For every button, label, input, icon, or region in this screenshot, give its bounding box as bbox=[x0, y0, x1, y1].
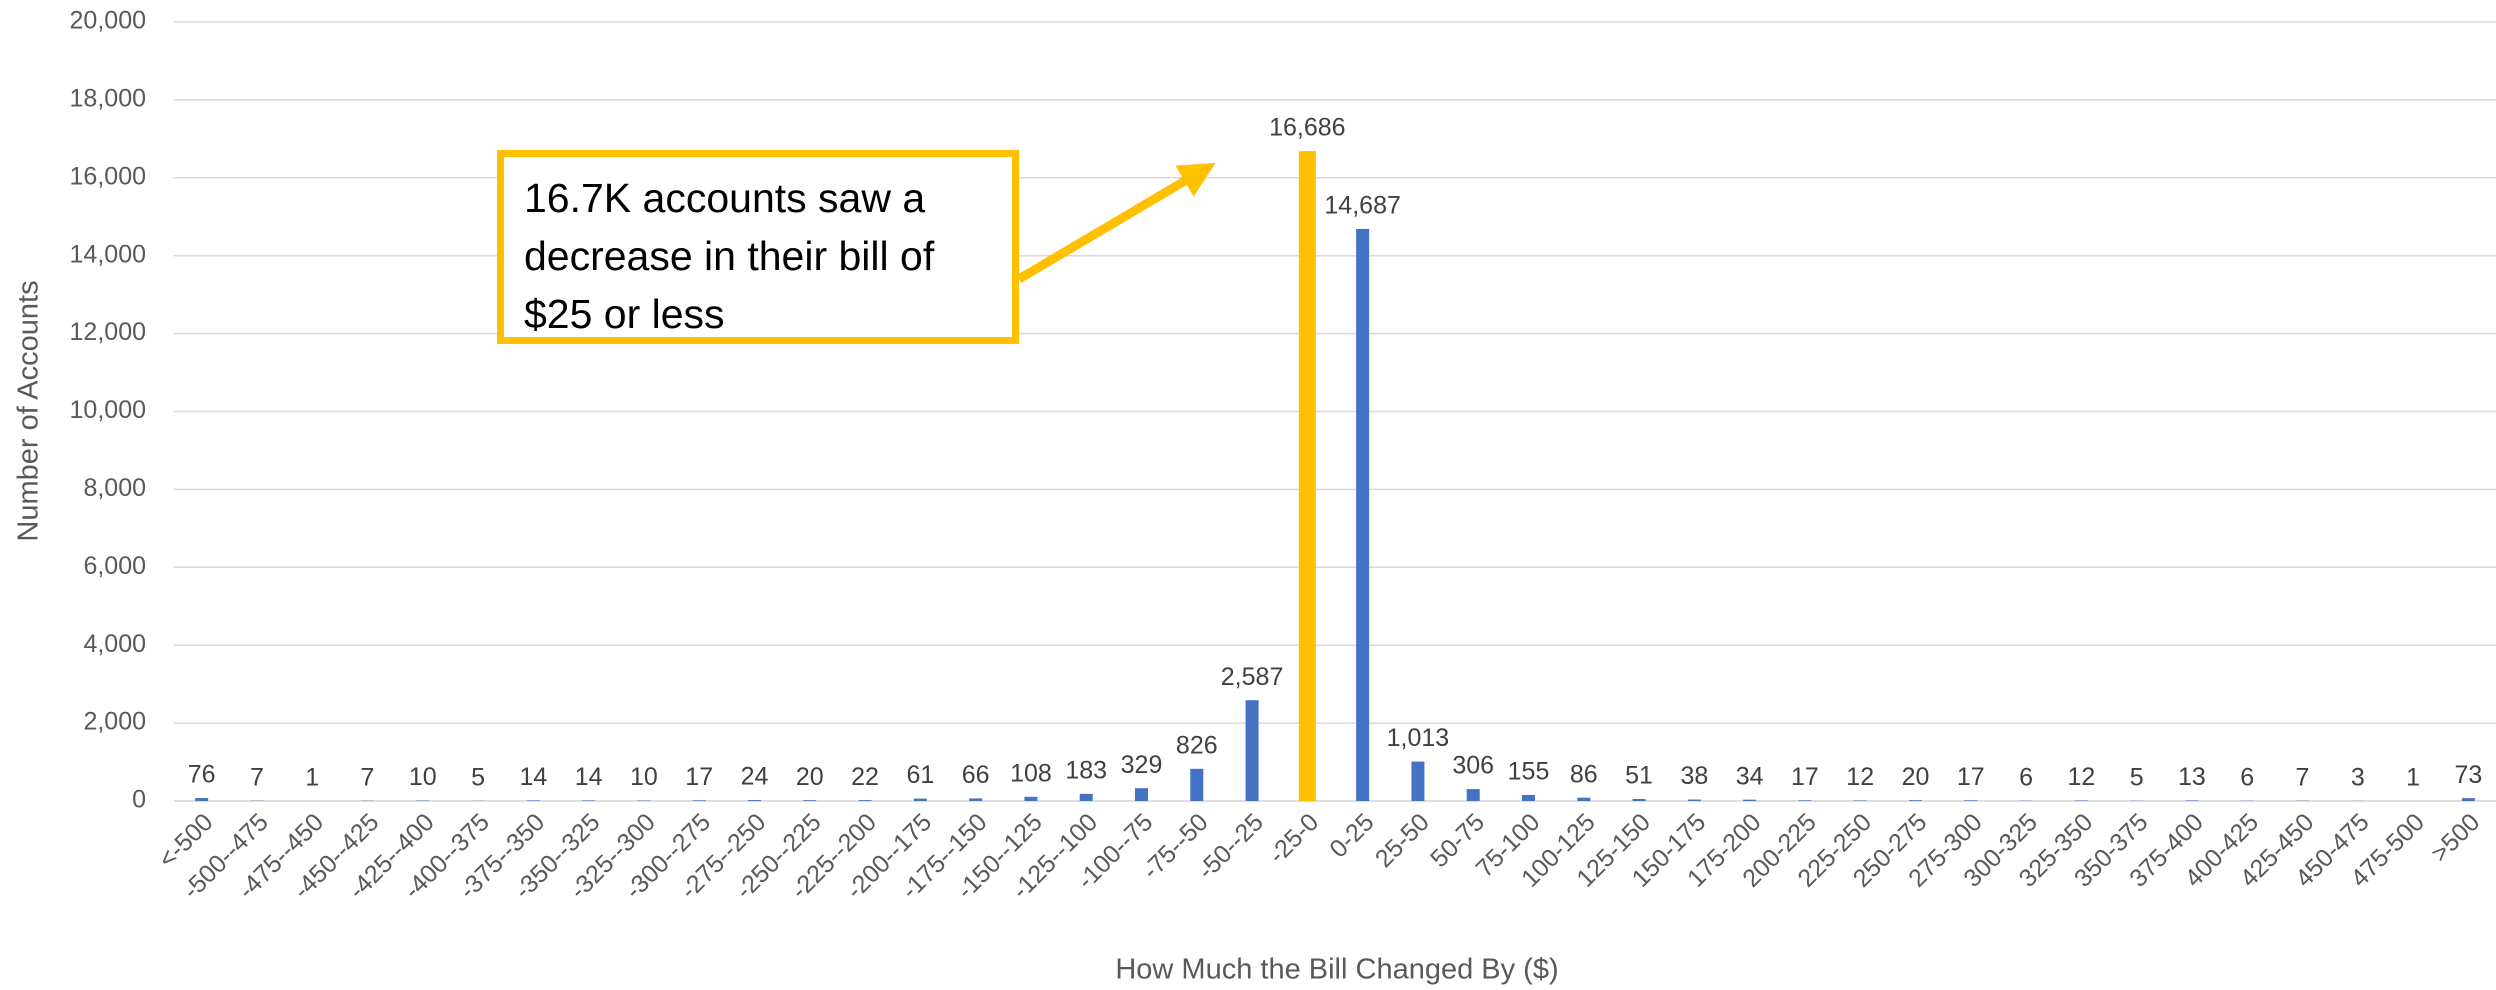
bar bbox=[195, 798, 209, 801]
annotation-arrow bbox=[1016, 162, 1216, 283]
y-tick-label: 16,000 bbox=[70, 162, 146, 190]
bar bbox=[803, 800, 817, 801]
data-label: 14 bbox=[575, 763, 603, 791]
x-tick-label: >500 bbox=[2426, 808, 2486, 868]
data-label: 16,686 bbox=[1269, 114, 1345, 142]
data-label: 10 bbox=[409, 763, 437, 791]
data-label: 38 bbox=[1680, 762, 1708, 790]
data-label: 66 bbox=[962, 761, 990, 789]
data-label: 17 bbox=[1957, 763, 1985, 791]
bar bbox=[1190, 768, 1204, 801]
data-label: 12 bbox=[1846, 763, 1874, 791]
y-tick-label: 20,000 bbox=[70, 7, 146, 35]
bar bbox=[1743, 799, 1757, 801]
data-label: 17 bbox=[685, 763, 713, 791]
data-label: 14 bbox=[519, 763, 547, 791]
y-tick-label: 6,000 bbox=[83, 552, 146, 580]
bar bbox=[1135, 788, 1148, 801]
data-label: 10 bbox=[630, 763, 658, 791]
x-tick-label: -25-0 bbox=[1263, 808, 1324, 869]
bar bbox=[1245, 700, 1259, 801]
bar bbox=[692, 800, 706, 801]
y-axis-title: Number of Accounts bbox=[13, 280, 45, 541]
data-label: 6 bbox=[2240, 763, 2254, 791]
data-label: 51 bbox=[1625, 762, 1653, 790]
bar bbox=[2185, 800, 2199, 801]
bar bbox=[1964, 800, 1978, 801]
data-label: 155 bbox=[1508, 758, 1550, 786]
bar bbox=[1356, 228, 1370, 801]
data-label: 7 bbox=[2296, 763, 2310, 791]
data-label: 5 bbox=[2130, 763, 2144, 791]
bar bbox=[1079, 793, 1093, 801]
data-label: 7 bbox=[250, 763, 264, 791]
bar bbox=[1909, 800, 1922, 801]
y-tick-label: 2,000 bbox=[83, 708, 146, 736]
bar bbox=[1577, 797, 1591, 801]
bar bbox=[526, 800, 540, 801]
x-tick-label: 25-50 bbox=[1370, 808, 1435, 873]
bar bbox=[2461, 798, 2475, 801]
bar bbox=[1298, 151, 1316, 801]
bar bbox=[748, 800, 761, 801]
bar bbox=[1798, 800, 1812, 801]
data-label: 20 bbox=[796, 763, 824, 791]
data-label: 2,587 bbox=[1221, 663, 1284, 691]
data-label: 17 bbox=[1791, 763, 1819, 791]
data-label: 1,013 bbox=[1387, 724, 1450, 752]
data-label: 183 bbox=[1065, 756, 1107, 784]
data-label: 22 bbox=[851, 763, 879, 791]
x-axis-title: How Much the Bill Changed By ($) bbox=[1115, 954, 1558, 986]
data-label: 1 bbox=[2406, 764, 2420, 792]
bar bbox=[1632, 799, 1646, 801]
data-label: 3 bbox=[2351, 763, 2365, 791]
annotation: 16.7K accounts saw a decrease in their b… bbox=[497, 150, 1019, 344]
data-label: 5 bbox=[471, 763, 485, 791]
data-label: 73 bbox=[2454, 761, 2482, 789]
data-label: 86 bbox=[1570, 760, 1598, 788]
data-label: 7 bbox=[361, 763, 375, 791]
bar bbox=[969, 798, 983, 801]
data-label: 6 bbox=[2019, 763, 2033, 791]
data-label: 24 bbox=[741, 763, 769, 791]
bar bbox=[1687, 799, 1701, 801]
data-label: 12 bbox=[2067, 763, 2095, 791]
y-tick-label: 8,000 bbox=[83, 474, 146, 502]
bar bbox=[582, 800, 596, 801]
bar bbox=[858, 800, 872, 801]
data-label: 306 bbox=[1452, 752, 1494, 780]
data-label: 61 bbox=[906, 761, 934, 789]
bar bbox=[913, 798, 927, 801]
data-label: 20 bbox=[1902, 763, 1930, 791]
y-tick-label: 12,000 bbox=[70, 318, 146, 346]
data-label: 108 bbox=[1010, 759, 1052, 787]
y-tick-label: 10,000 bbox=[70, 396, 146, 424]
y-tick-label: 0 bbox=[132, 786, 146, 814]
data-label: 34 bbox=[1736, 762, 1764, 790]
data-label: 14,687 bbox=[1324, 192, 1400, 220]
data-label: 13 bbox=[2178, 763, 2206, 791]
bar bbox=[1024, 796, 1038, 801]
y-tick-label: 4,000 bbox=[83, 630, 146, 658]
bar bbox=[1411, 761, 1425, 801]
y-tick-label: 18,000 bbox=[70, 85, 146, 113]
bar bbox=[1466, 789, 1480, 801]
data-label: 1 bbox=[305, 764, 319, 792]
y-tick-label: 14,000 bbox=[70, 240, 146, 268]
data-label: 329 bbox=[1121, 751, 1163, 779]
bar bbox=[1522, 794, 1535, 801]
data-label: 826 bbox=[1176, 731, 1218, 759]
data-label: 76 bbox=[188, 761, 216, 789]
